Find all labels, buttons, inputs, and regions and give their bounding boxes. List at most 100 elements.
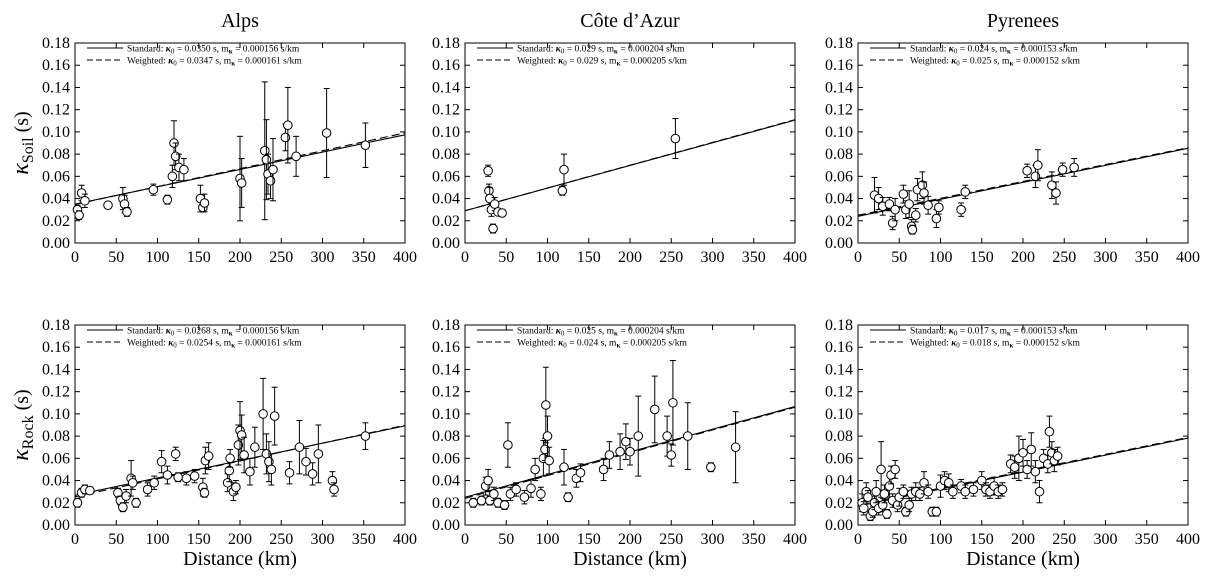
y-tick-label: 0.00 [432,235,460,252]
y-tick-label: 0.18 [432,317,460,334]
x-tick-label: 50 [891,249,907,266]
data-point [557,185,568,196]
y-tick-label: 0.00 [42,235,70,252]
x-tick-label: 400 [783,249,807,266]
x-tick-label: 300 [1094,531,1118,548]
x-tick-label: 0 [461,531,469,548]
data-point [167,171,178,182]
y-tick-label: 0.18 [42,35,70,52]
panel-5: 0 50 100 150 200 250 300 350 400 0.00 0.02 0.04 0.06… [825,317,1200,570]
x-tick-label: 350 [742,531,766,548]
x-tick-label: 300 [311,531,335,548]
data-point [919,477,929,488]
x-tick-label: 250 [1052,531,1076,548]
x-tick-label: 250 [659,531,683,548]
data-point [890,464,900,475]
y-tick-label: 0.02 [825,213,853,230]
data-point [892,500,903,510]
data-point [604,450,615,460]
y-tick-label: 0.02 [42,495,70,512]
y-tick-label: 0.14 [432,79,460,96]
y-tick-label: 0.00 [432,517,460,534]
data-point [960,486,971,497]
y-tick-label: 0.06 [42,168,70,185]
data-point [261,154,272,165]
data-point [1034,486,1045,497]
data-point [483,475,493,486]
y-tick-label: 0.10 [825,406,853,423]
legend-entry-weighted: Weighted: κ0 = 0.018 s, mκ = 0.000152 s/… [910,339,1081,350]
data-point [956,204,966,215]
y-tick-label: 0.16 [432,339,460,356]
data-point [503,440,513,450]
data-point [923,486,933,497]
y-tick-label: 0.04 [432,473,460,490]
data-point [666,450,677,460]
y-tick-label: 0.06 [825,168,853,185]
y-tick-label: 0.04 [42,191,70,208]
weighted-fit-line [464,119,796,212]
x-tick-label: 0 [71,531,79,548]
x-tick-label: 100 [536,249,560,266]
data-point [468,497,479,508]
x-tick-label: 200 [1011,249,1035,266]
data-point [649,404,660,415]
data-point [948,486,958,497]
x-tick-label: 150 [187,249,211,266]
data-point [598,464,609,475]
data-point [199,487,210,498]
y-tick-label: 0.02 [432,213,460,230]
data-point [1057,164,1068,175]
y-tick-label: 0.08 [432,428,460,445]
x-tick-label: 350 [742,249,766,266]
legend-entry-standard: Standard: κ0 = 0.0350 s, mκ = 0.000156 s… [127,45,300,56]
y-tick-label: 0.00 [42,517,70,534]
data-point [291,151,301,162]
data-point [542,431,553,441]
data-point [863,492,873,503]
data-point [224,465,235,476]
data-point [265,175,276,186]
y-tick-label: 0.12 [825,102,853,119]
data-point [879,489,890,499]
x-axis-label: Distance (km) [966,548,1080,570]
y-tick-label: 0.08 [432,146,460,163]
x-tick-label: 400 [393,249,417,266]
weighted-fit-line [857,147,1189,216]
x-tick-label: 100 [536,531,560,548]
data-point [575,467,586,478]
x-tick-label: 150 [187,531,211,548]
data-point [266,464,277,475]
x-tick-label: 400 [393,531,417,548]
chart-panels: Alps 0 50 100 150 200 250 300 350 400 0.00 0.02 0.04… [42,10,1200,570]
data-point [730,442,741,453]
data-point [1022,165,1032,176]
data-point [943,477,954,488]
y-tick-label: 0.18 [42,317,70,334]
x-tick-label: 0 [461,249,469,266]
data-point [321,128,332,138]
data-point [74,210,84,221]
data-point [1044,426,1055,437]
data-point [668,397,678,408]
data-point [931,506,942,517]
y-axis-label-rock: κRock (s) [8,389,37,460]
x-tick-label: 200 [1011,531,1035,548]
data-point [360,140,371,151]
y-tick-label: 0.16 [42,57,70,74]
data-point [919,188,929,198]
y-tick-label: 0.06 [432,168,460,185]
data-point [706,462,716,473]
data-point [307,469,318,479]
data-point [858,503,869,514]
x-tick-label: 300 [1094,249,1118,266]
panel-title: Pyrenees [987,10,1059,32]
legend-entry-standard: Standard: κ0 = 0.029 s, mκ = 0.000204 s/… [517,45,685,56]
x-tick-label: 0 [854,249,862,266]
legend-entry-standard: Standard: κ0 = 0.0268 s, mκ = 0.000156 s… [127,327,300,338]
y-tick-label: 0.16 [825,57,853,74]
data-point [968,484,979,495]
data-point [127,477,138,488]
data-point [615,446,625,457]
data-point [877,500,888,510]
